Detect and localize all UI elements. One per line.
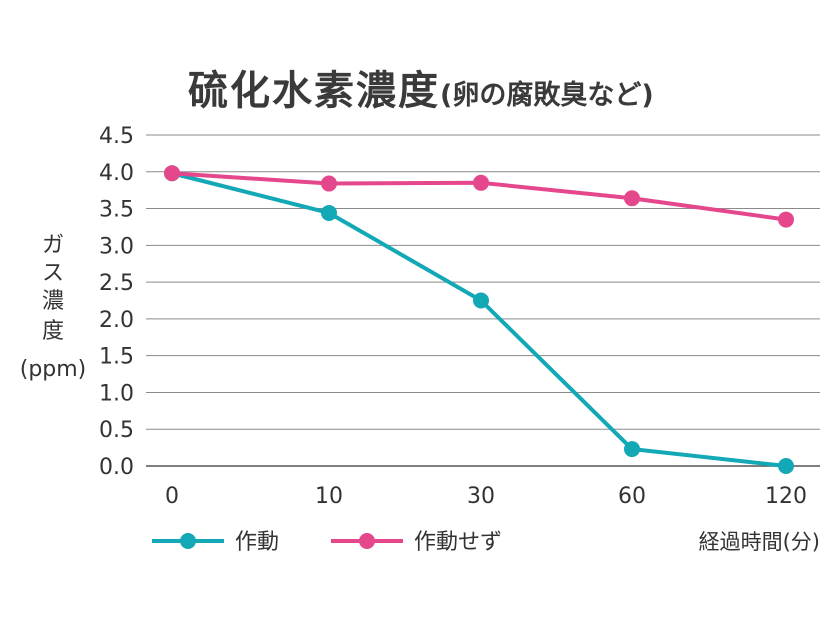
data-point [778, 458, 794, 474]
y-tick-label: 1.0 [99, 381, 134, 406]
data-point [473, 292, 489, 309]
legend-marker [359, 533, 375, 549]
y-axis-ticks: 0.0 0.5 1.0 1.5 2.0 2.5 3.0 3.5 4.0 4.5 [99, 124, 134, 480]
data-point [164, 165, 180, 182]
data-point [624, 190, 640, 207]
data-point [473, 174, 489, 191]
y-tick-label: 0.5 [99, 418, 134, 443]
chart-title-main: 硫化水素濃度 [188, 68, 440, 114]
y-axis-label-char: ス [42, 261, 64, 286]
x-tick-label: 10 [315, 484, 343, 509]
data-point [321, 204, 337, 221]
y-axis-label-char: ガ [42, 233, 64, 258]
y-tick-label: 4.0 [99, 161, 134, 186]
legend-marker [180, 533, 196, 549]
data-point [624, 441, 640, 458]
x-tick-label: 120 [765, 484, 807, 509]
series-2 [164, 165, 794, 228]
data-point [321, 175, 337, 192]
x-axis-ticks: 0 10 30 60 120 [165, 484, 807, 509]
chart-title: 硫化水素濃度(卵の腐敗臭など) [188, 58, 654, 116]
y-tick-label: 3.0 [99, 234, 134, 259]
chart-subtitle: (卵の腐敗臭など) [440, 80, 654, 111]
y-tick-label: 1.5 [99, 345, 134, 370]
x-tick-label: 60 [618, 484, 646, 509]
legend: 作動 作動せず [152, 530, 502, 555]
y-axis-label-char: 濃 [42, 289, 64, 314]
x-tick-label: 0 [165, 484, 179, 509]
legend-label: 作動 [235, 530, 279, 555]
legend-item: 作動せず [331, 530, 502, 555]
y-axis-label-char: (ppm) [20, 357, 87, 382]
series-line [171, 171, 787, 468]
y-tick-label: 0.0 [99, 455, 134, 480]
series-group [164, 165, 794, 474]
y-tick-label: 2.0 [99, 308, 134, 333]
y-tick-label: 4.5 [99, 124, 134, 149]
series-1 [164, 165, 794, 474]
y-tick-label: 3.5 [99, 198, 134, 223]
x-tick-label: 30 [467, 484, 495, 509]
legend-label: 作動せず [414, 530, 502, 555]
x-axis-label: 経過時間(分) [699, 530, 820, 554]
y-tick-label: 2.5 [99, 271, 134, 296]
legend-item: 作動 [152, 530, 279, 555]
data-point [778, 211, 794, 228]
y-axis-label-char: 度 [42, 319, 64, 344]
